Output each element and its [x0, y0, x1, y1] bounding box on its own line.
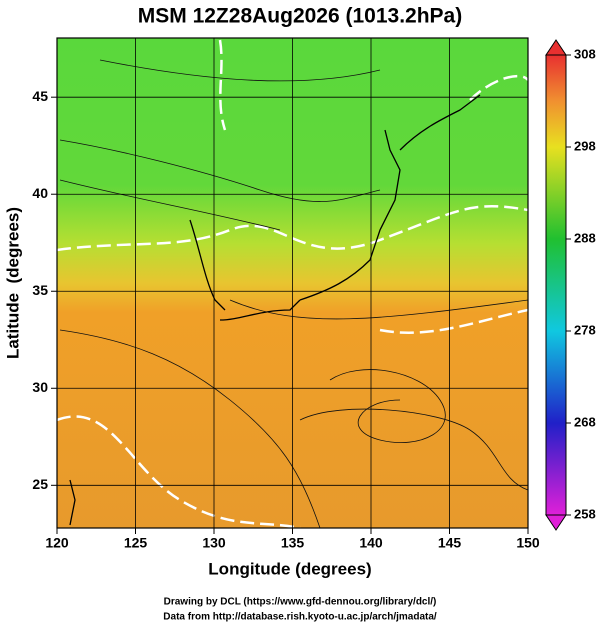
colorbar-upper-arrow	[545, 39, 567, 56]
x-tick-label: 145	[438, 535, 462, 551]
y-tick-label: 35	[32, 282, 48, 298]
coastlines	[69, 94, 481, 526]
y-tick-label: 25	[32, 476, 48, 492]
colorbar-tick-label: 278	[574, 322, 596, 337]
y-axis-label: Latitude (degrees)	[3, 207, 22, 359]
x-tick-label: 135	[281, 535, 305, 551]
credit-line: Data from http://database.rish.kyoto-u.a…	[163, 612, 437, 623]
title: MSM 12Z28Aug2026 (1013.2hPa)	[138, 5, 462, 28]
x-tick-label: 150	[516, 535, 540, 551]
colorbar-tick-label: 288	[574, 230, 596, 245]
y-tick-label: 45	[32, 88, 48, 104]
streamlines	[59, 59, 528, 528]
y-tick-label: 30	[32, 379, 48, 395]
colorbar-tick-label: 298	[574, 138, 596, 153]
colorbar	[545, 54, 567, 516]
credit-line: Drawing by DCL (https://www.gfd-dennou.o…	[164, 597, 437, 608]
colorbar-lower-arrow	[545, 514, 567, 531]
colorbar-tick-label: 258	[574, 506, 596, 521]
x-tick-label: 125	[124, 535, 148, 551]
contours	[57, 39, 528, 528]
y-tick-label: 40	[32, 185, 48, 201]
x-tick-label: 120	[45, 535, 69, 551]
colorbar-tick-label: 308	[574, 46, 596, 61]
x-tick-label: 130	[202, 535, 226, 551]
colorbar-tick-label: 268	[574, 414, 596, 429]
x-axis-label: Longitude (degrees)	[208, 559, 371, 578]
x-tick-label: 140	[359, 535, 383, 551]
